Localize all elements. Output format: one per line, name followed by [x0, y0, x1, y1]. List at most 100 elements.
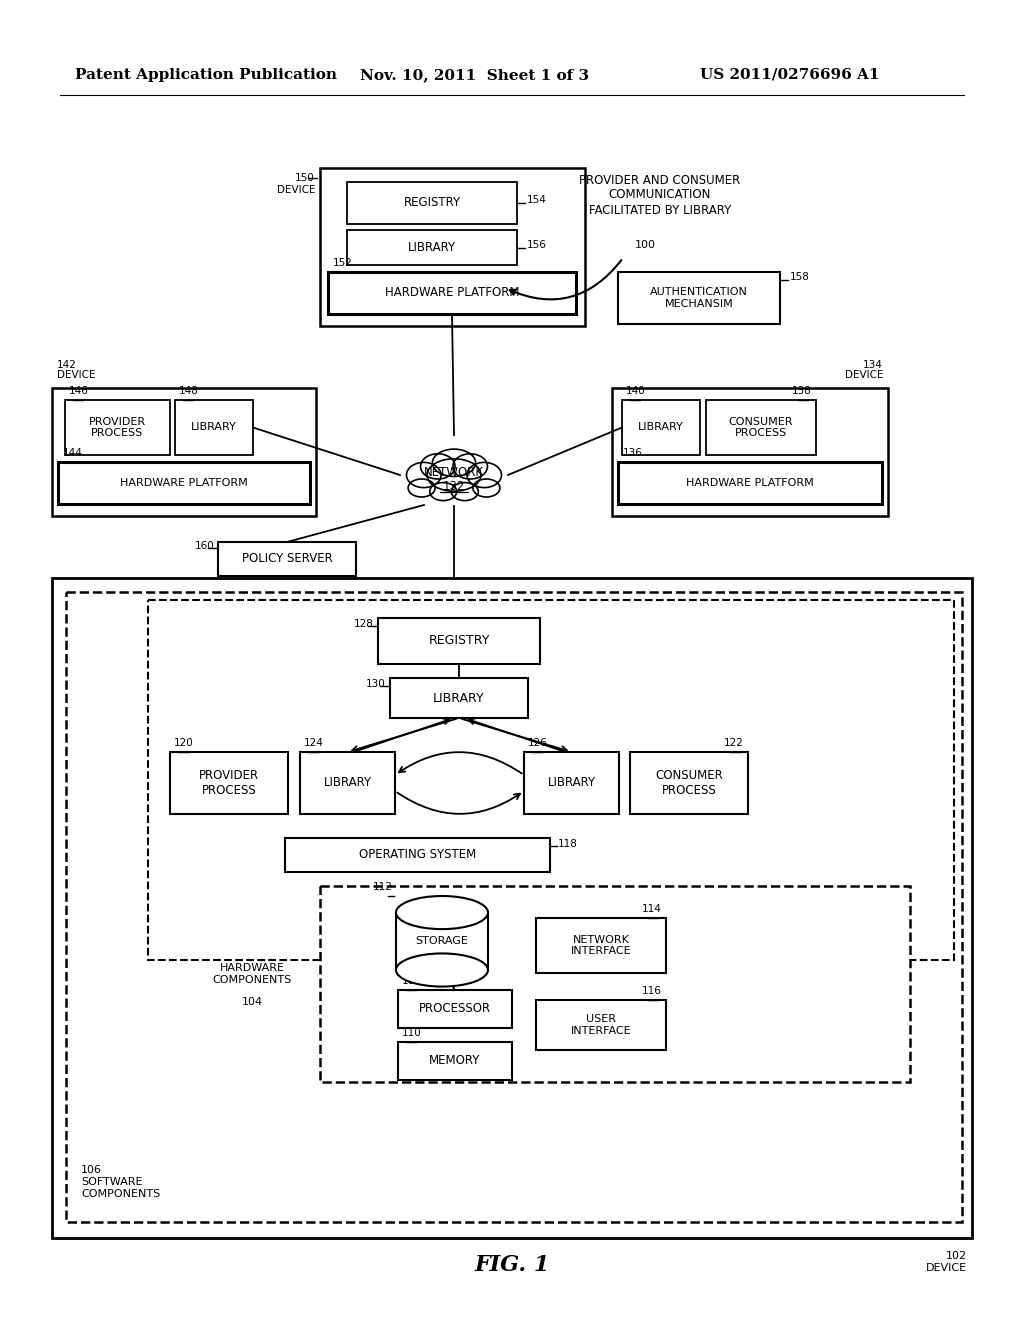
Text: CONSUMER
PROCESS: CONSUMER PROCESS [655, 770, 723, 797]
Bar [378, 618, 540, 664]
Bar [285, 838, 550, 873]
Bar [175, 400, 253, 455]
Text: 110: 110 [402, 1028, 422, 1038]
Text: NETWORK: NETWORK [424, 466, 484, 479]
Bar [398, 990, 512, 1028]
FancyArrowPatch shape [510, 260, 622, 300]
Ellipse shape [473, 479, 500, 498]
Bar [630, 752, 748, 814]
Text: LIBRARY: LIBRARY [638, 422, 684, 433]
Text: 106
SOFTWARE
COMPONENTS: 106 SOFTWARE COMPONENTS [81, 1166, 160, 1199]
Text: PROVIDER AND CONSUMER
COMMUNICATION
FACILITATED BY LIBRARY: PROVIDER AND CONSUMER COMMUNICATION FACI… [580, 173, 740, 216]
Ellipse shape [467, 462, 502, 487]
Text: REGISTRY: REGISTRY [428, 635, 489, 648]
Bar [398, 1041, 512, 1080]
Text: 148: 148 [179, 385, 199, 396]
Bar [536, 917, 666, 973]
Bar [328, 272, 575, 314]
Bar [170, 752, 288, 814]
Text: 128: 128 [354, 619, 374, 630]
Bar [319, 168, 585, 326]
Text: 140: 140 [626, 385, 646, 396]
Text: 146: 146 [69, 385, 89, 396]
Text: 104: 104 [242, 997, 262, 1007]
FancyArrowPatch shape [397, 792, 520, 814]
Text: LIBRARY: LIBRARY [191, 422, 237, 433]
Text: AUTHENTICATION
MECHANSIM: AUTHENTICATION MECHANSIM [650, 288, 748, 309]
Text: LIBRARY: LIBRARY [433, 692, 484, 705]
Text: 112: 112 [373, 882, 393, 892]
Text: DEVICE: DEVICE [276, 185, 315, 195]
Bar [300, 752, 395, 814]
Text: 130: 130 [367, 678, 386, 689]
Text: 124: 124 [304, 738, 324, 748]
Text: POLICY SERVER: POLICY SERVER [242, 553, 333, 565]
Ellipse shape [407, 462, 441, 487]
Text: Patent Application Publication: Patent Application Publication [75, 69, 337, 82]
Text: OPERATING SYSTEM: OPERATING SYSTEM [358, 849, 476, 862]
Text: 160: 160 [196, 541, 215, 550]
Text: 108: 108 [402, 975, 422, 986]
Text: REGISTRY: REGISTRY [403, 197, 461, 210]
Text: PROVIDER
PROCESS: PROVIDER PROCESS [89, 417, 146, 438]
Text: 100: 100 [635, 240, 656, 249]
Bar [65, 400, 170, 455]
Text: 156: 156 [527, 239, 547, 249]
Text: LIBRARY: LIBRARY [408, 242, 456, 253]
Text: DEVICE: DEVICE [57, 370, 95, 380]
Bar [52, 578, 972, 1238]
Text: HARDWARE PLATFORM: HARDWARE PLATFORM [686, 478, 814, 488]
Text: 126: 126 [528, 738, 548, 748]
Bar [218, 543, 356, 576]
Text: PROCESSOR: PROCESSOR [419, 1002, 492, 1015]
Text: LIBRARY: LIBRARY [548, 776, 596, 789]
Bar [58, 462, 310, 504]
Text: 116: 116 [642, 986, 662, 997]
Text: MEMORY: MEMORY [429, 1055, 480, 1068]
Ellipse shape [409, 479, 435, 498]
Bar [52, 388, 316, 516]
Bar [66, 591, 962, 1222]
Text: 132: 132 [442, 479, 465, 492]
Text: DEVICE: DEVICE [926, 1263, 967, 1272]
Ellipse shape [452, 483, 478, 500]
Bar [319, 886, 910, 1082]
Text: 120: 120 [174, 738, 194, 748]
Ellipse shape [396, 896, 488, 929]
Text: 138: 138 [793, 385, 812, 396]
Bar [618, 272, 780, 323]
Text: 142: 142 [57, 360, 77, 370]
Text: USER
INTERFACE: USER INTERFACE [570, 1014, 632, 1036]
Bar [612, 388, 888, 516]
Text: HARDWARE PLATFORM: HARDWARE PLATFORM [385, 286, 519, 300]
Ellipse shape [427, 459, 481, 491]
Bar [347, 230, 517, 265]
Text: 136: 136 [623, 447, 643, 458]
Text: US 2011/0276696 A1: US 2011/0276696 A1 [700, 69, 880, 82]
Text: 150: 150 [295, 173, 315, 183]
Bar [148, 601, 954, 960]
Text: 134: 134 [863, 360, 883, 370]
Text: HARDWARE PLATFORM: HARDWARE PLATFORM [120, 478, 248, 488]
Bar [622, 400, 700, 455]
Text: 152: 152 [333, 257, 353, 268]
Text: PROVIDER
PROCESS: PROVIDER PROCESS [199, 770, 259, 797]
Bar [396, 912, 488, 970]
Bar [390, 678, 528, 718]
FancyArrowPatch shape [399, 752, 521, 774]
Text: STORAGE: STORAGE [416, 936, 468, 946]
Text: 144: 144 [63, 447, 83, 458]
Text: FIG. 1: FIG. 1 [474, 1254, 550, 1276]
Ellipse shape [421, 454, 455, 479]
Bar [347, 182, 517, 224]
Ellipse shape [432, 449, 475, 477]
Text: 154: 154 [527, 195, 547, 205]
Text: NETWORK
INTERFACE: NETWORK INTERFACE [570, 935, 632, 956]
Ellipse shape [430, 483, 457, 500]
Bar [524, 752, 618, 814]
Text: DEVICE: DEVICE [845, 370, 883, 380]
Bar [536, 1001, 666, 1049]
Text: 158: 158 [790, 272, 810, 282]
Ellipse shape [396, 953, 488, 986]
Text: 114: 114 [642, 904, 662, 913]
